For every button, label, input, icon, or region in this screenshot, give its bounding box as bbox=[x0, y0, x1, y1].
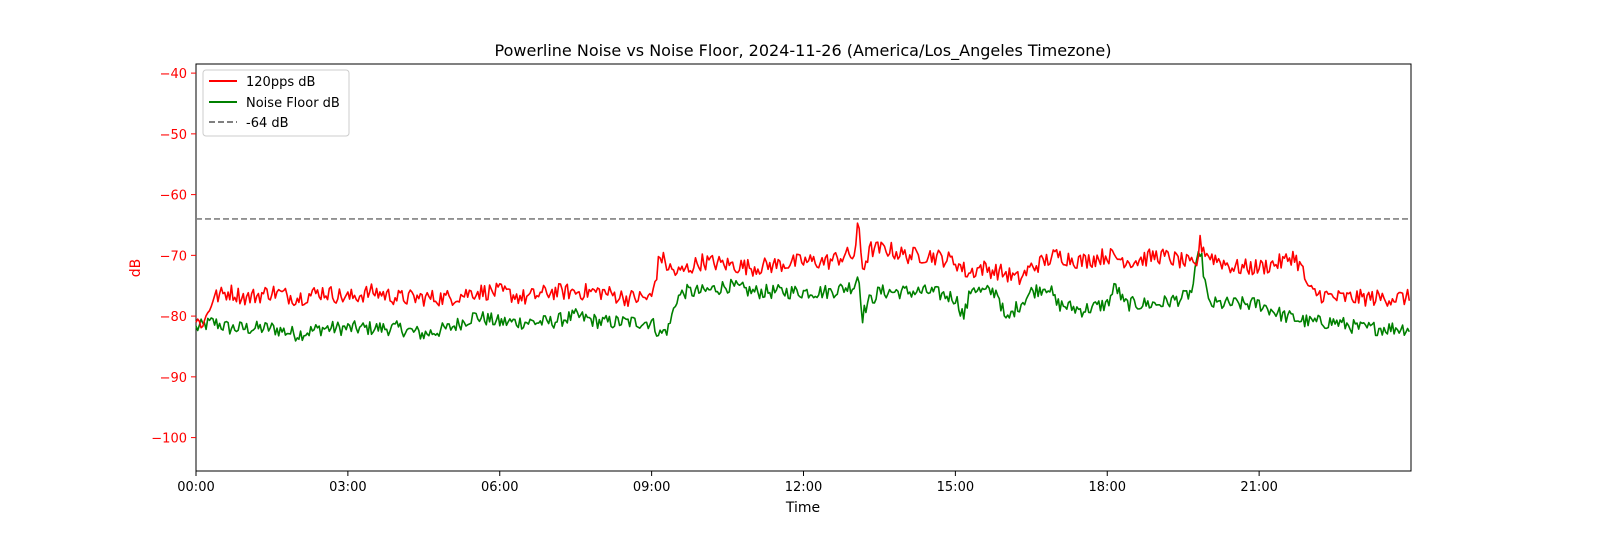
y-tick-label: −40 bbox=[160, 67, 187, 82]
y-tick-label: −70 bbox=[160, 249, 187, 264]
x-tick-label: 18:00 bbox=[1089, 480, 1126, 495]
legend-label-powerline: 120pps dB bbox=[246, 75, 315, 90]
y-axis-label: dB bbox=[128, 259, 144, 278]
x-tick-label: 03:00 bbox=[329, 480, 366, 495]
y-tick-label: −60 bbox=[160, 189, 187, 204]
legend-label-noise-floor: Noise Floor dB bbox=[246, 96, 340, 111]
legend: 120pps dB Noise Floor dB -64 dB bbox=[202, 69, 350, 137]
x-axis-label: Time bbox=[785, 500, 820, 516]
plot-area: −40 −50 −60 −70 −80 −90 −100 00:00 03:00 06:00 09:… bbox=[151, 63, 1412, 495]
x-tick-label: 12:00 bbox=[785, 480, 822, 495]
legend-label-threshold: -64 dB bbox=[246, 116, 289, 131]
x-tick-label: 21:00 bbox=[1240, 480, 1277, 495]
y-tick-label: −90 bbox=[160, 371, 187, 386]
y-tick-label: −80 bbox=[160, 310, 187, 325]
chart-title: Powerline Noise vs Noise Floor, 2024-11-… bbox=[495, 41, 1112, 61]
legend-box bbox=[202, 69, 350, 137]
x-tick-label: 00:00 bbox=[177, 480, 214, 495]
series-line-noise-floor bbox=[195, 250, 1411, 342]
y-tick-label: −100 bbox=[151, 432, 187, 447]
y-tick-label: −50 bbox=[160, 128, 187, 143]
x-tick-label: 06:00 bbox=[481, 480, 518, 495]
series-line-powerline bbox=[195, 222, 1411, 329]
x-tick-label: 15:00 bbox=[937, 480, 974, 495]
x-tick-label: 09:00 bbox=[633, 480, 670, 495]
